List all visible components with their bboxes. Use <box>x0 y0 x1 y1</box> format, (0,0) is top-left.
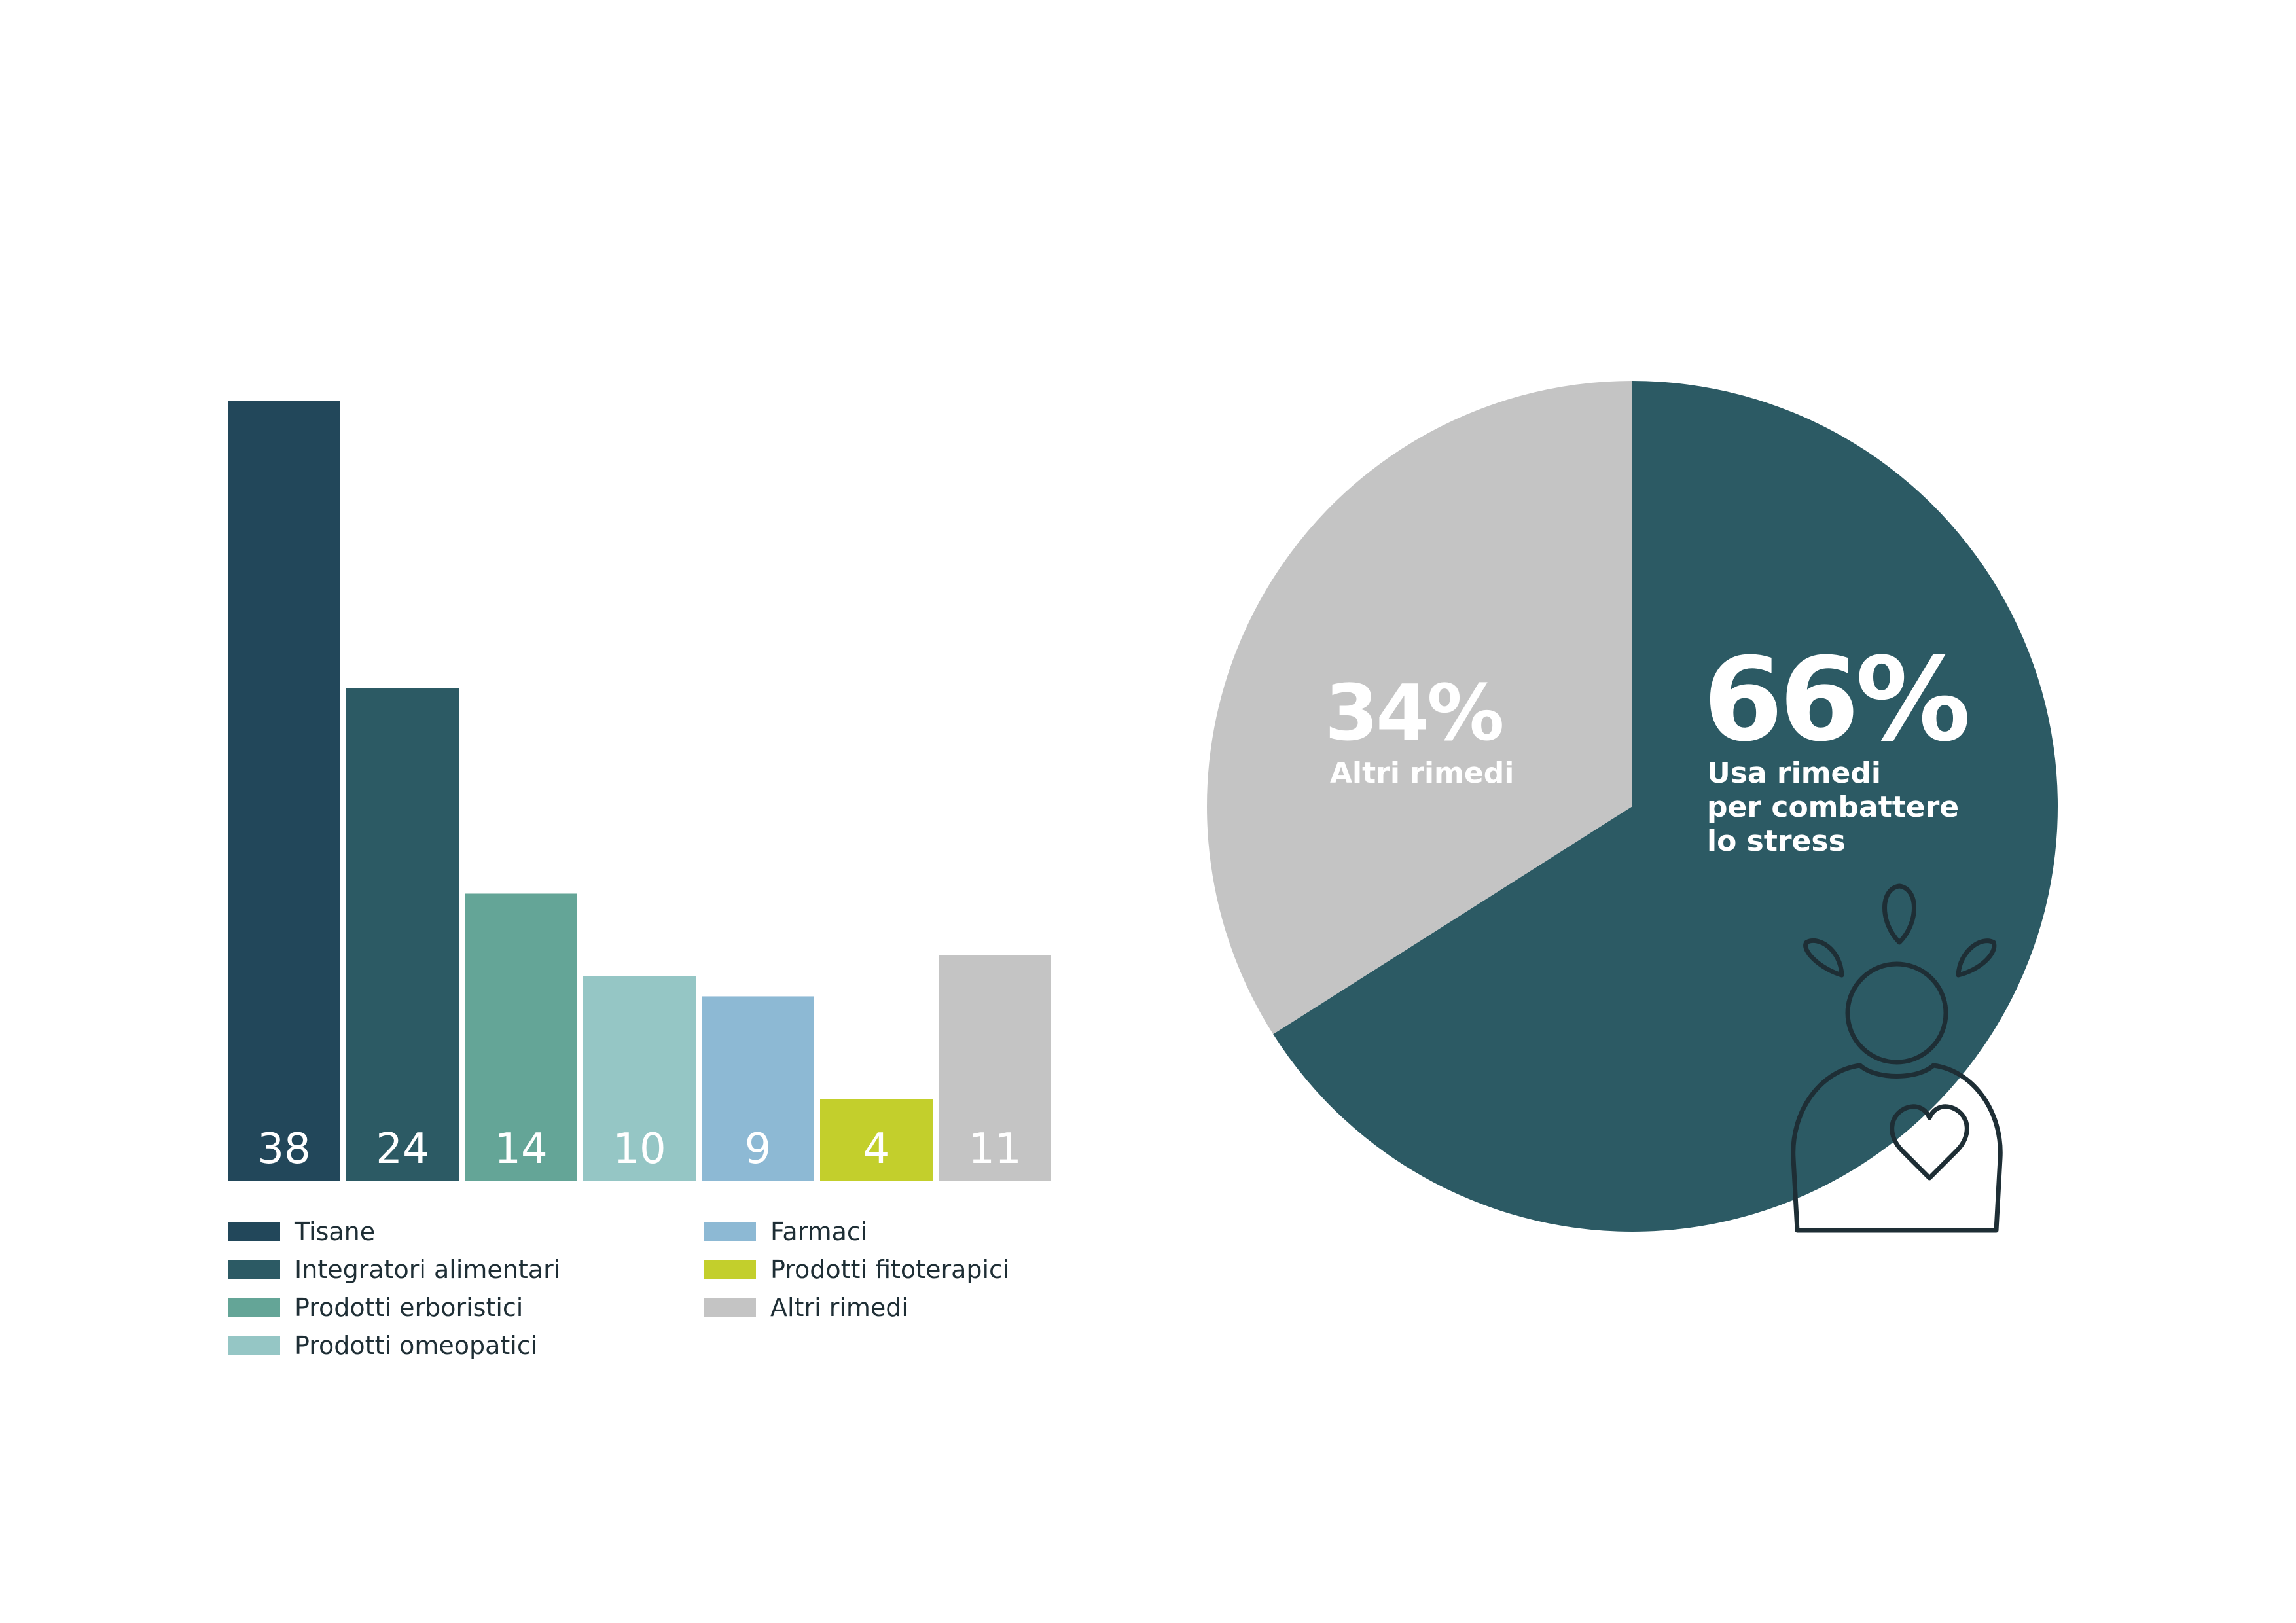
bar-7 <box>939 955 1051 1181</box>
legend-label-2: Integratori alimentari <box>295 1255 560 1284</box>
bar-4 <box>583 976 696 1181</box>
legend-swatch-7 <box>704 1298 756 1317</box>
bar-2 <box>346 688 459 1181</box>
pie-value-label-usa-rimedi: 66% <box>1703 633 1967 767</box>
legend-label-3: Prodotti erboristici <box>295 1293 523 1322</box>
stressed-person-heart-icon <box>1791 883 2003 1233</box>
legend-label-1: Tisane <box>294 1217 375 1246</box>
bar-chart: 38 24 14 10 9 4 11 <box>228 401 1051 1181</box>
bar-value-label-6: 4 <box>863 1125 890 1173</box>
pie-caption-usa-rimedi-line-3: lo stress <box>1707 825 1846 858</box>
legend-label-6: Prodotti fitoterapici <box>770 1255 1010 1284</box>
bar-chart-legend: Tisane Integratori alimentari Prodotti erb… <box>228 1217 1010 1360</box>
pie-chart: 66% Usa rimedi per combattere lo stress … <box>1207 381 2058 1233</box>
legend-swatch-4 <box>228 1336 280 1355</box>
legend-swatch-3 <box>228 1298 280 1317</box>
bar-value-label-7: 11 <box>968 1125 1021 1173</box>
bar-6 <box>820 1099 933 1181</box>
bar-value-label-3: 14 <box>494 1125 547 1173</box>
bar-3 <box>465 893 577 1181</box>
legend-swatch-6 <box>704 1260 756 1279</box>
bar-value-label-4: 10 <box>613 1125 666 1173</box>
bar-value-label-1: 38 <box>257 1125 310 1173</box>
legend-swatch-2 <box>228 1260 280 1279</box>
bar-value-label-2: 24 <box>376 1125 429 1173</box>
legend-label-7: Altri rimedi <box>770 1293 908 1322</box>
bar-5 <box>702 996 814 1181</box>
pie-slice-usa-rimedi <box>1273 381 2058 1232</box>
pie-slice-altri-rimedi <box>1207 381 1632 1035</box>
pie-caption-altri-rimedi: Altri rimedi <box>1330 757 1514 790</box>
pie-value-label-altri-rimedi: 34% <box>1325 668 1502 758</box>
pie-caption-usa-rimedi-line-2: per combattere <box>1707 791 1959 824</box>
bar-value-label-5: 9 <box>745 1125 772 1173</box>
legend-swatch-1 <box>228 1222 280 1241</box>
bar-1 <box>228 401 340 1181</box>
legend-label-4: Prodotti omeopatici <box>295 1331 537 1360</box>
legend-swatch-5 <box>704 1222 756 1241</box>
legend-label-5: Farmaci <box>770 1217 867 1246</box>
pie-caption-usa-rimedi-line-1: Usa rimedi <box>1707 757 1881 790</box>
